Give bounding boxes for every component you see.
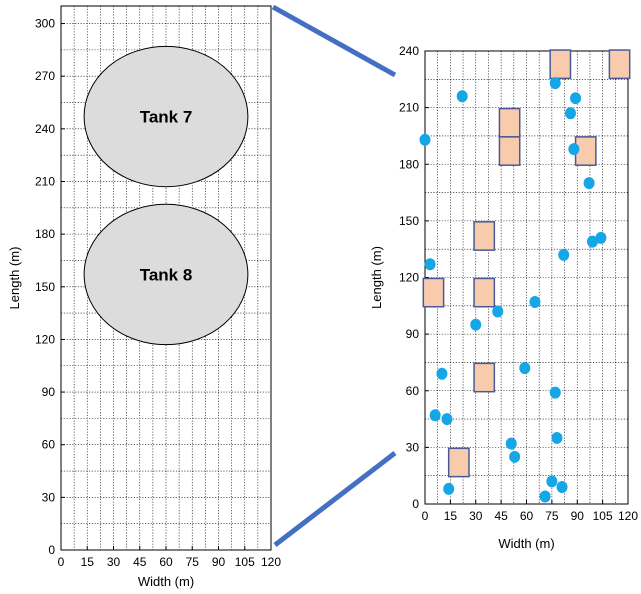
x-tick-label: 30	[469, 509, 483, 523]
x-tick-label: 60	[520, 509, 534, 523]
y-tick-label: 0	[412, 497, 419, 511]
y-tick-label: 270	[35, 69, 55, 83]
connector-line-bottom	[273, 451, 397, 547]
square-marker	[498, 136, 521, 166]
point-marker	[492, 305, 504, 318]
point-marker	[568, 143, 580, 156]
tank-label: Tank 8	[140, 265, 193, 284]
point-marker	[595, 231, 607, 244]
x-axis-label: Width (m)	[498, 536, 554, 551]
x-tick-label: 105	[593, 509, 613, 523]
point-marker	[549, 386, 561, 399]
point-marker	[539, 490, 551, 503]
point-marker	[556, 481, 568, 494]
x-tick-label: 0	[422, 509, 429, 523]
tank-circle	[83, 203, 249, 346]
x-tick-label: 0	[58, 555, 65, 569]
square-marker	[473, 277, 496, 308]
point-marker	[551, 431, 563, 444]
point-marker	[549, 77, 561, 90]
point-marker	[441, 413, 453, 426]
point-marker	[558, 248, 570, 261]
x-tick-label: 30	[107, 555, 121, 569]
point-marker	[546, 475, 558, 488]
square-marker	[447, 447, 470, 478]
y-tick-label: 30	[42, 490, 56, 504]
point-marker	[443, 482, 455, 495]
point-marker	[436, 367, 448, 380]
square-marker	[473, 221, 496, 251]
y-tick-label: 90	[42, 385, 56, 399]
connectors	[271, 4, 397, 547]
tank-label: Tank 7	[140, 108, 193, 127]
point-marker	[419, 133, 431, 146]
left-panel: 0 15 30 45 60 75 90 105 120 0 30 60 90 120 150 180 210 24…	[7, 5, 281, 589]
point-marker	[564, 107, 576, 120]
square-marker	[498, 107, 521, 138]
y-axis-label: Length (m)	[369, 246, 384, 309]
point-marker	[586, 235, 598, 248]
x-tick-label: 120	[618, 509, 638, 523]
y-tick-label: 210	[399, 101, 419, 115]
x-tick-label: 105	[235, 555, 255, 569]
point-marker	[519, 362, 531, 375]
x-tick-label: 90	[571, 509, 585, 523]
connector-line-top	[271, 4, 397, 78]
point-marker	[583, 177, 595, 190]
y-tick-label: 120	[35, 332, 55, 346]
point-marker	[456, 90, 468, 103]
y-tick-label: 300	[35, 17, 55, 31]
y-tick-label: 240	[399, 44, 419, 58]
square-marker	[549, 49, 572, 80]
point-marker	[505, 437, 517, 450]
y-tick-label: 90	[406, 327, 420, 341]
square-marker	[422, 277, 445, 308]
y-tick-label: 0	[48, 543, 55, 557]
y-tick-label: 60	[406, 384, 420, 398]
square-marker	[608, 49, 631, 80]
x-tick-label: 45	[494, 509, 508, 523]
y-tick-label: 180	[399, 157, 419, 171]
point-marker	[429, 409, 441, 422]
y-tick-label: 60	[42, 438, 56, 452]
y-tick-label: 240	[35, 122, 55, 136]
tank-circle	[83, 45, 249, 188]
point-marker	[570, 92, 582, 105]
y-tick-label: 210	[35, 174, 55, 188]
x-tick-label: 120	[261, 555, 281, 569]
y-tick-label: 120	[399, 271, 419, 285]
y-tick-label: 150	[399, 214, 419, 228]
x-tick-label: 15	[81, 555, 95, 569]
x-tick-label: 45	[133, 555, 147, 569]
y-axis-label: Length (m)	[7, 247, 22, 310]
y-tick-label: 150	[35, 280, 55, 294]
point-marker	[509, 450, 521, 463]
y-tick-label: 180	[35, 227, 55, 241]
right-panel: 0 15 30 45 60 75 90 105 120 0 30 60 90 120 150 180 210 24…	[369, 44, 638, 551]
point-marker	[529, 296, 541, 309]
x-tick-label: 90	[212, 555, 226, 569]
point-marker	[470, 318, 482, 331]
x-tick-label: 75	[186, 555, 200, 569]
y-tick-label: 30	[406, 440, 420, 454]
x-tick-label: 60	[159, 555, 173, 569]
point-marker	[424, 258, 436, 271]
x-axis-label: Width (m)	[138, 574, 194, 589]
x-tick-label: 15	[444, 509, 458, 523]
x-tick-label: 75	[545, 509, 559, 523]
square-marker	[473, 362, 496, 393]
